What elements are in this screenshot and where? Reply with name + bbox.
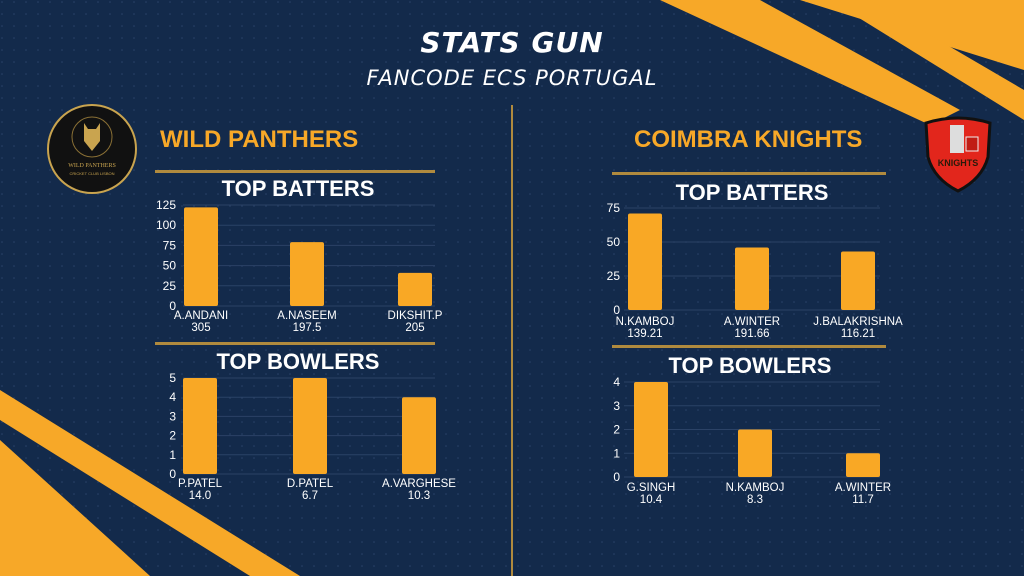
x-tick-label: A.VARGHESE xyxy=(382,478,456,490)
data-label: 305 xyxy=(191,322,210,334)
y-tick-label: 3 xyxy=(169,409,176,423)
divider-line xyxy=(612,345,886,348)
y-tick-label: 3 xyxy=(613,399,620,413)
data-label: 11.7 xyxy=(852,494,874,506)
divider-line xyxy=(612,172,886,175)
data-label: 116.21 xyxy=(841,328,875,340)
data-label: 10.4 xyxy=(640,494,663,506)
y-tick-label: 1 xyxy=(169,448,176,462)
bar xyxy=(402,397,436,474)
y-tick-label: 25 xyxy=(607,269,621,283)
y-tick-label: 125 xyxy=(156,198,176,212)
coimbra-knights-logo xyxy=(924,116,992,193)
x-tick-label: N.KAMBOJ xyxy=(616,316,675,328)
x-tick-label: A.WINTER xyxy=(835,482,891,494)
y-tick-label: 5 xyxy=(169,371,176,385)
bar xyxy=(846,453,880,477)
section-title: TOP BOWLERS xyxy=(668,353,832,378)
y-tick-label: 50 xyxy=(163,259,177,273)
section-title: TOP BOWLERS xyxy=(216,349,380,374)
page-title: STATS GUN xyxy=(420,26,604,59)
bar xyxy=(841,251,875,310)
y-tick-label: 50 xyxy=(607,235,621,249)
orange-stripe xyxy=(830,0,1024,120)
y-tick-label: 0 xyxy=(169,299,176,313)
y-tick-label: 2 xyxy=(613,423,620,437)
x-tick-label: G.SINGH xyxy=(627,482,676,494)
x-tick-label: D.PATEL xyxy=(287,478,334,490)
x-tick-label: J.BALAKRISHNA xyxy=(813,316,903,328)
orange-stripe xyxy=(660,0,960,125)
data-label: 6.7 xyxy=(302,490,318,502)
y-tick-label: 4 xyxy=(169,390,176,404)
x-tick-label: A.NASEEM xyxy=(277,310,336,322)
data-label: 8.3 xyxy=(747,494,763,506)
y-tick-label: 25 xyxy=(163,279,177,293)
orange-stripe xyxy=(0,440,150,576)
y-tick-label: 0 xyxy=(613,303,620,317)
y-tick-label: 75 xyxy=(163,238,177,252)
y-tick-label: 0 xyxy=(169,467,176,481)
team-name-coimbra-knights: COIMBRA KNIGHTS xyxy=(634,126,863,153)
bar xyxy=(183,378,217,474)
section-title: TOP BATTERS xyxy=(221,176,375,201)
orange-stripe xyxy=(0,390,300,576)
data-label: 14.0 xyxy=(189,490,211,502)
page-subtitle: FANCODE ECS PORTUGAL xyxy=(366,66,658,90)
bar xyxy=(634,382,668,477)
bar xyxy=(628,213,662,310)
y-tick-label: 2 xyxy=(169,429,176,443)
y-tick-label: 1 xyxy=(613,446,620,460)
bar xyxy=(735,247,769,310)
data-label: 197.5 xyxy=(293,322,322,334)
data-label: 191.66 xyxy=(734,328,769,340)
data-label: 10.3 xyxy=(408,490,430,502)
y-tick-label: 75 xyxy=(607,201,621,215)
bar xyxy=(293,378,327,474)
x-tick-label: P.PATEL xyxy=(178,478,223,490)
bar xyxy=(398,272,432,306)
divider-line xyxy=(155,170,435,173)
team-name-wild-panthers: WILD PANTHERS xyxy=(160,126,359,153)
data-label: 139.21 xyxy=(627,328,662,340)
bar xyxy=(184,207,218,306)
x-tick-label: A.WINTER xyxy=(724,316,780,328)
logo-text: WILD PANTHERS xyxy=(68,163,116,169)
y-tick-label: 0 xyxy=(613,470,620,484)
bar xyxy=(738,429,772,477)
data-label: 205 xyxy=(405,322,424,334)
x-tick-label: A.ANDANI xyxy=(174,310,228,322)
logo-subtext: CRICKET CLUB LISBON xyxy=(69,171,115,176)
section-title: TOP BATTERS xyxy=(675,180,829,205)
logo-text: KNIGHTS xyxy=(937,158,979,168)
bar xyxy=(290,242,324,306)
y-tick-label: 100 xyxy=(156,218,176,232)
wild-panthers-logo xyxy=(47,104,137,194)
x-tick-label: N.KAMBOJ xyxy=(726,482,785,494)
divider-line xyxy=(155,342,435,345)
y-tick-label: 4 xyxy=(613,375,620,389)
x-tick-label: DIKSHIT.P xyxy=(388,310,443,322)
